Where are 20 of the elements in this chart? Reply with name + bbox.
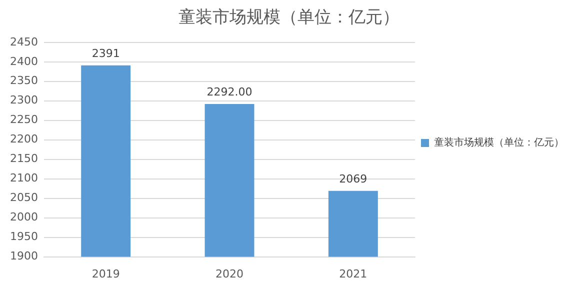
y-tick-label: 1900 (10, 250, 38, 263)
x-tick-label: 2021 (339, 267, 368, 280)
data-label: 2292.00 (206, 85, 252, 98)
y-tick-label: 2450 (10, 35, 38, 48)
y-tick-label: 2400 (10, 54, 38, 68)
y-tick-label: 2150 (10, 152, 38, 166)
y-tick-label: 2300 (10, 94, 38, 107)
data-label: 2069 (339, 172, 368, 186)
y-tick-label: 2050 (10, 191, 38, 204)
data-label: 2391 (92, 46, 120, 60)
chart-title: 童装市场规模（单位：亿元） (178, 8, 400, 28)
legend-label: 童装市场规模（单位：亿元） (434, 136, 564, 149)
y-tick-label: 1950 (10, 230, 38, 244)
y-tick-label: 2100 (10, 172, 38, 185)
y-tick-label: 2350 (10, 74, 38, 88)
y-tick-label: 2200 (10, 132, 38, 146)
y-tick-label: 2000 (10, 210, 38, 224)
y-tick-label: 2250 (10, 113, 38, 126)
x-tick-label: 2020 (215, 267, 244, 280)
x-tick-label: 2019 (92, 267, 120, 280)
